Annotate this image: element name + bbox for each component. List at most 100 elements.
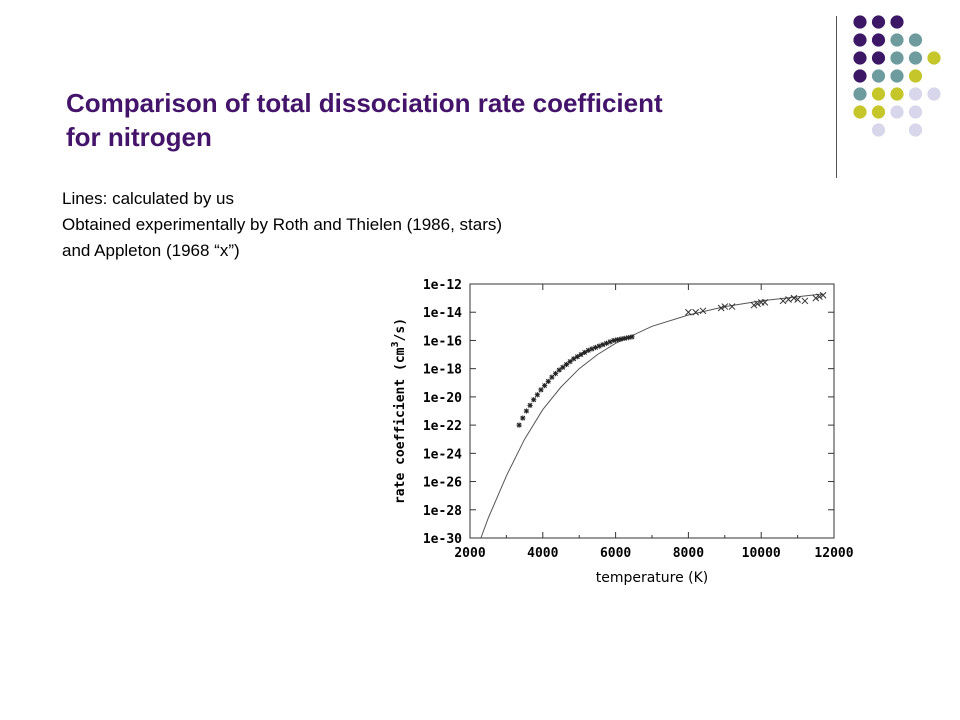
star-marker: [618, 336, 624, 342]
note-line: Lines: calculated by us: [62, 189, 234, 208]
decorative-dot: [908, 123, 923, 137]
decorative-dot: [908, 51, 923, 65]
chart-axes: 2000 4000 6000 8000 10000 12000 1e-12 1e-14 1e-1…: [423, 278, 854, 561]
x-tick-label: 4000: [527, 546, 558, 561]
star-marker: [574, 354, 580, 360]
decorative-dot: [853, 15, 867, 29]
x-marker: [801, 297, 809, 305]
star-marker: [596, 343, 602, 349]
decorative-dot: [908, 87, 923, 101]
star-marker: [549, 374, 555, 380]
x-marker: [816, 293, 823, 301]
x-marker: [754, 300, 761, 308]
x-tick-label: 2000: [454, 546, 485, 561]
decorative-dot: [853, 51, 867, 65]
y-tick-label: 1e-16: [423, 334, 462, 349]
x-tick-label: 6000: [600, 546, 631, 561]
appleton-series: [685, 291, 827, 316]
x-marker: [790, 294, 798, 302]
star-marker: [552, 371, 559, 377]
decorative-dot: [871, 33, 886, 47]
x-marker: [761, 298, 769, 306]
decorative-dot: [908, 105, 923, 119]
decorative-dot: [871, 123, 886, 137]
x-marker: [717, 304, 725, 312]
star-marker: [592, 344, 599, 351]
star-marker: [582, 349, 588, 356]
star-marker: [560, 364, 566, 370]
y-tick-label: 1e-18: [423, 363, 462, 378]
decorative-dot: [908, 33, 923, 47]
star-marker: [534, 392, 540, 398]
decorative-dot: [927, 87, 941, 101]
star-marker: [531, 397, 537, 403]
star-marker: [571, 356, 577, 362]
star-marker: [563, 361, 570, 368]
star-marker: [589, 346, 595, 352]
x-tick-label: 12000: [814, 546, 853, 561]
y-axis-title: rate coefficient (cm3/s): [390, 318, 408, 504]
y-tick-label: 1e-22: [423, 419, 462, 434]
star-marker: [527, 402, 533, 408]
decorative-dot: [890, 33, 904, 47]
x-marker: [728, 303, 736, 310]
decorative-dot: [853, 105, 867, 119]
x-marker: [812, 294, 820, 302]
decorative-dot: [871, 69, 886, 83]
star-marker: [611, 337, 617, 344]
slide-title-line-1: Comparison of total dissociation rate co…: [66, 88, 663, 118]
slide-notes: Lines: calculated by us Obtained experim…: [62, 186, 502, 264]
x-marker: [699, 307, 707, 315]
slide-title-line-2: for nitrogen: [66, 122, 212, 152]
star-marker: [585, 347, 591, 353]
decorative-dot: [890, 15, 904, 29]
decorative-dot: [890, 105, 904, 119]
x-tick-label: 8000: [673, 546, 704, 561]
star-marker: [578, 351, 584, 358]
decorative-dot: [871, 105, 886, 119]
x-marker: [692, 308, 700, 316]
x-marker: [750, 301, 758, 309]
star-marker: [545, 378, 551, 384]
calculated-series: [480, 293, 824, 539]
calculated-curve: [480, 293, 824, 539]
star-marker: [614, 337, 621, 343]
decorative-dot: [871, 87, 886, 101]
rate-coefficient-chart: 2000 4000 6000 8000 10000 12000 1e-12 1e-14 1e-1…: [390, 278, 854, 586]
star-marker: [567, 359, 573, 365]
x-tick-label: 10000: [742, 546, 781, 561]
y-tick-label: 1e-30: [423, 532, 462, 547]
note-line: and Appleton (1968 “x”): [62, 241, 240, 260]
y-tick-label: 1e-24: [423, 447, 462, 462]
y-tick-label: 1e-28: [423, 504, 462, 519]
decorative-dot: [871, 51, 886, 65]
star-marker: [625, 335, 631, 341]
x-marker: [794, 296, 801, 303]
decorative-dot: [890, 87, 904, 101]
star-marker: [520, 415, 526, 421]
y-tick-label: 1e-12: [423, 278, 462, 293]
x-marker: [721, 303, 729, 310]
star-marker: [603, 340, 610, 346]
y-tick-label: 1e-20: [423, 391, 462, 406]
decorative-dot: [927, 51, 941, 65]
star-marker: [629, 334, 635, 340]
star-marker: [556, 367, 562, 373]
x-axis-title: temperature (K): [596, 570, 709, 586]
x-marker: [779, 297, 787, 305]
decorative-dot: [853, 69, 867, 83]
decorative-dot: [890, 69, 904, 83]
decorative-dot-grid: [853, 15, 941, 137]
slide-title: Comparison of total dissociation rate co…: [66, 86, 826, 154]
star-marker: [538, 387, 544, 393]
decorative-dot: [853, 33, 867, 47]
x-marker: [685, 308, 692, 316]
y-tick-label: 1e-14: [423, 306, 462, 321]
x-marker: [819, 291, 827, 299]
note-line: Obtained experimentally by Roth and Thie…: [62, 215, 503, 234]
decorative-dot: [871, 15, 886, 29]
star-marker: [622, 335, 628, 341]
star-marker: [600, 342, 606, 348]
star-marker: [516, 422, 522, 428]
star-marker: [542, 383, 548, 389]
